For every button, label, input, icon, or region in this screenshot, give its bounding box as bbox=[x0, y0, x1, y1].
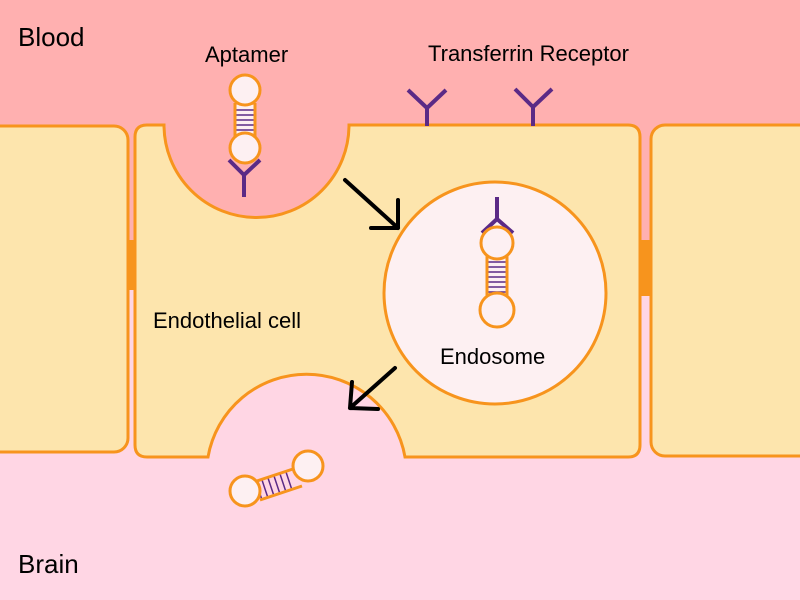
arrow-into-endosome bbox=[343, 178, 400, 230]
aptamer-bound bbox=[228, 73, 262, 165]
transferrin-receptor-label: Transferrin Receptor bbox=[428, 41, 629, 66]
transferrin-receptor bbox=[513, 87, 554, 126]
aptamer-released bbox=[228, 449, 325, 508]
blood-label: Blood bbox=[18, 22, 85, 52]
endothelial-cell-label: Endothelial cell bbox=[153, 308, 301, 333]
arrow-out-of-endosome bbox=[348, 366, 397, 411]
aptamer-in-endosome bbox=[478, 225, 516, 329]
transferrin-receptor-endosome bbox=[480, 197, 515, 235]
neighbor-cell-left bbox=[0, 124, 130, 454]
aptamer-label: Aptamer bbox=[205, 42, 289, 67]
transferrin-receptor-bound bbox=[227, 158, 262, 197]
endosome-label: Endosome bbox=[440, 344, 546, 369]
transferrin-receptor bbox=[406, 88, 448, 126]
neighbor-cell-right bbox=[649, 123, 800, 458]
brain-label: Brain bbox=[18, 549, 79, 579]
